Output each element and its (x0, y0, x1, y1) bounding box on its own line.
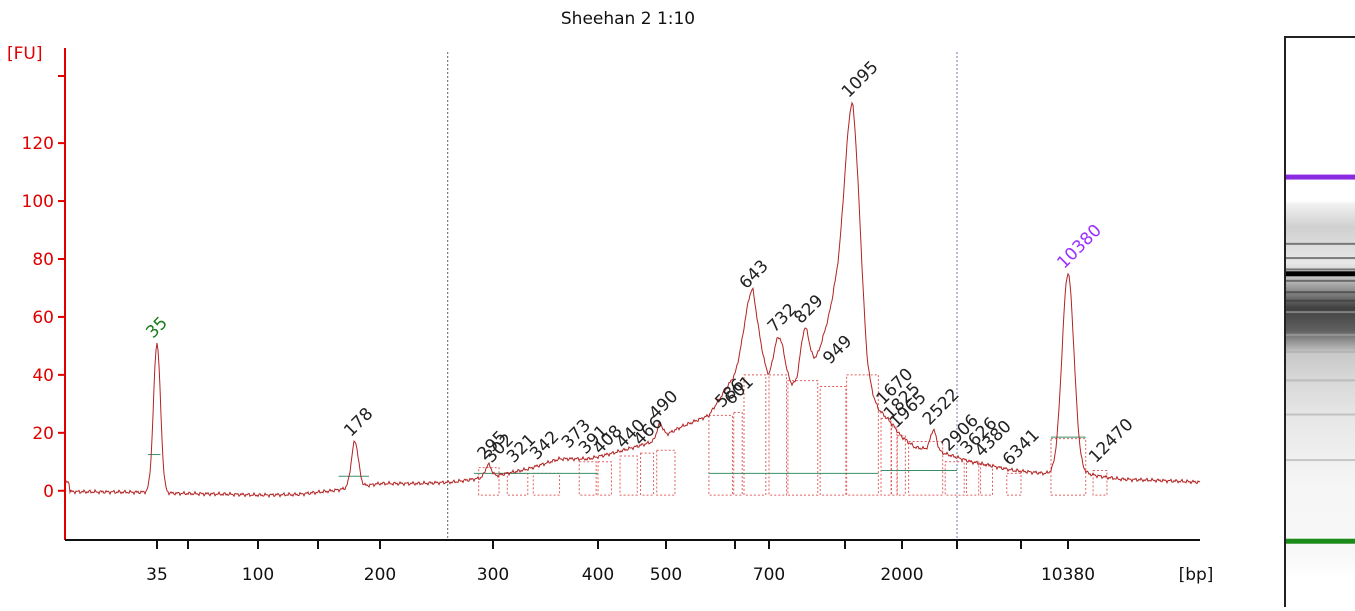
gel-band (1286, 299, 1355, 302)
gel-background (1286, 128, 1355, 578)
gel-band (1286, 333, 1355, 336)
x-tick-label: 400 (582, 565, 614, 585)
integration-region (1092, 469, 1108, 496)
y-axis-label: [FU] (7, 44, 43, 64)
integration-region (896, 435, 906, 496)
gel-band (1286, 459, 1355, 462)
x-tick-label: 700 (753, 565, 785, 585)
integration-region (619, 455, 638, 496)
x-tick-label: 500 (650, 565, 682, 585)
x-tick-label: 300 (477, 565, 509, 585)
integration-region (944, 461, 965, 496)
y-tick-label: 20 (32, 424, 54, 444)
gel-band (1286, 379, 1355, 382)
signal-trace (64, 101, 1201, 499)
trace-layer (64, 101, 1201, 499)
gel-band (1286, 291, 1355, 294)
integration-region (656, 449, 676, 496)
chart-title: Sheehan 2 1:10 (561, 9, 695, 29)
x-tick-label: 35 (146, 565, 168, 585)
integration-region (532, 472, 561, 496)
integration-region (743, 374, 767, 496)
gel-band (1286, 242, 1355, 245)
y-tick-label: 40 (32, 366, 54, 386)
peak-label: 949 (819, 332, 856, 369)
integration-region (597, 461, 612, 496)
x-tick-label: 200 (364, 565, 396, 585)
integration-regions (147, 374, 1108, 496)
x-tick-label: 2000 (880, 565, 923, 585)
integration-region (908, 441, 944, 496)
integration-region (1050, 438, 1087, 496)
x-axis-label: [bp] (1179, 565, 1214, 585)
integration-region (578, 461, 597, 496)
gel-band (1286, 413, 1355, 416)
integration-region (768, 374, 788, 496)
axes: 0 20 40 60 80 100 120 35 100 200 300 400 500 700 2000 1… (22, 48, 1200, 585)
gel-band (1286, 538, 1355, 544)
gel-band (1286, 268, 1355, 271)
x-tick-label: 100 (242, 565, 274, 585)
peak-label: 643 (736, 256, 773, 293)
integration-region (733, 412, 743, 496)
gel-band (1286, 350, 1355, 353)
integration-region (880, 417, 892, 496)
integration-region (787, 380, 819, 496)
integration-region (478, 467, 500, 496)
gel-band (1286, 311, 1355, 314)
integration-region (980, 464, 994, 496)
peak-label: 829 (790, 291, 827, 328)
gel-band (1286, 271, 1355, 277)
peak-label: 342 (526, 427, 563, 464)
y-tick-label: 0 (43, 482, 54, 502)
integration-region (506, 472, 529, 496)
gel-band (1286, 257, 1355, 260)
integration-region (965, 461, 980, 496)
gel-image (1286, 128, 1355, 578)
peak-label: 35 (142, 313, 171, 342)
peak-label: 1095 (838, 57, 883, 102)
gel-band (1286, 174, 1355, 180)
peak-label: 10380 (1053, 221, 1105, 273)
electropherogram-chart: Sheehan 2 1:10 [FU] [bp] 0 20 40 60 80 100 120… (7, 9, 1214, 585)
gel-band (1286, 279, 1355, 282)
integration-region (708, 414, 733, 496)
x-tick-label: 10380 (1041, 565, 1095, 585)
integration-region (1006, 472, 1022, 496)
dashed-markers (447, 52, 958, 540)
integration-region (640, 452, 655, 496)
integration-region (819, 385, 847, 496)
y-tick-label: 60 (32, 308, 54, 328)
y-tick-label: 80 (32, 250, 54, 270)
peak-label: 12470 (1085, 415, 1137, 467)
gel-lane (1284, 36, 1355, 607)
y-tick-label: 100 (22, 192, 54, 212)
y-tick-label: 120 (22, 134, 54, 154)
integration-region (890, 426, 898, 496)
peak-label: 178 (340, 404, 377, 441)
